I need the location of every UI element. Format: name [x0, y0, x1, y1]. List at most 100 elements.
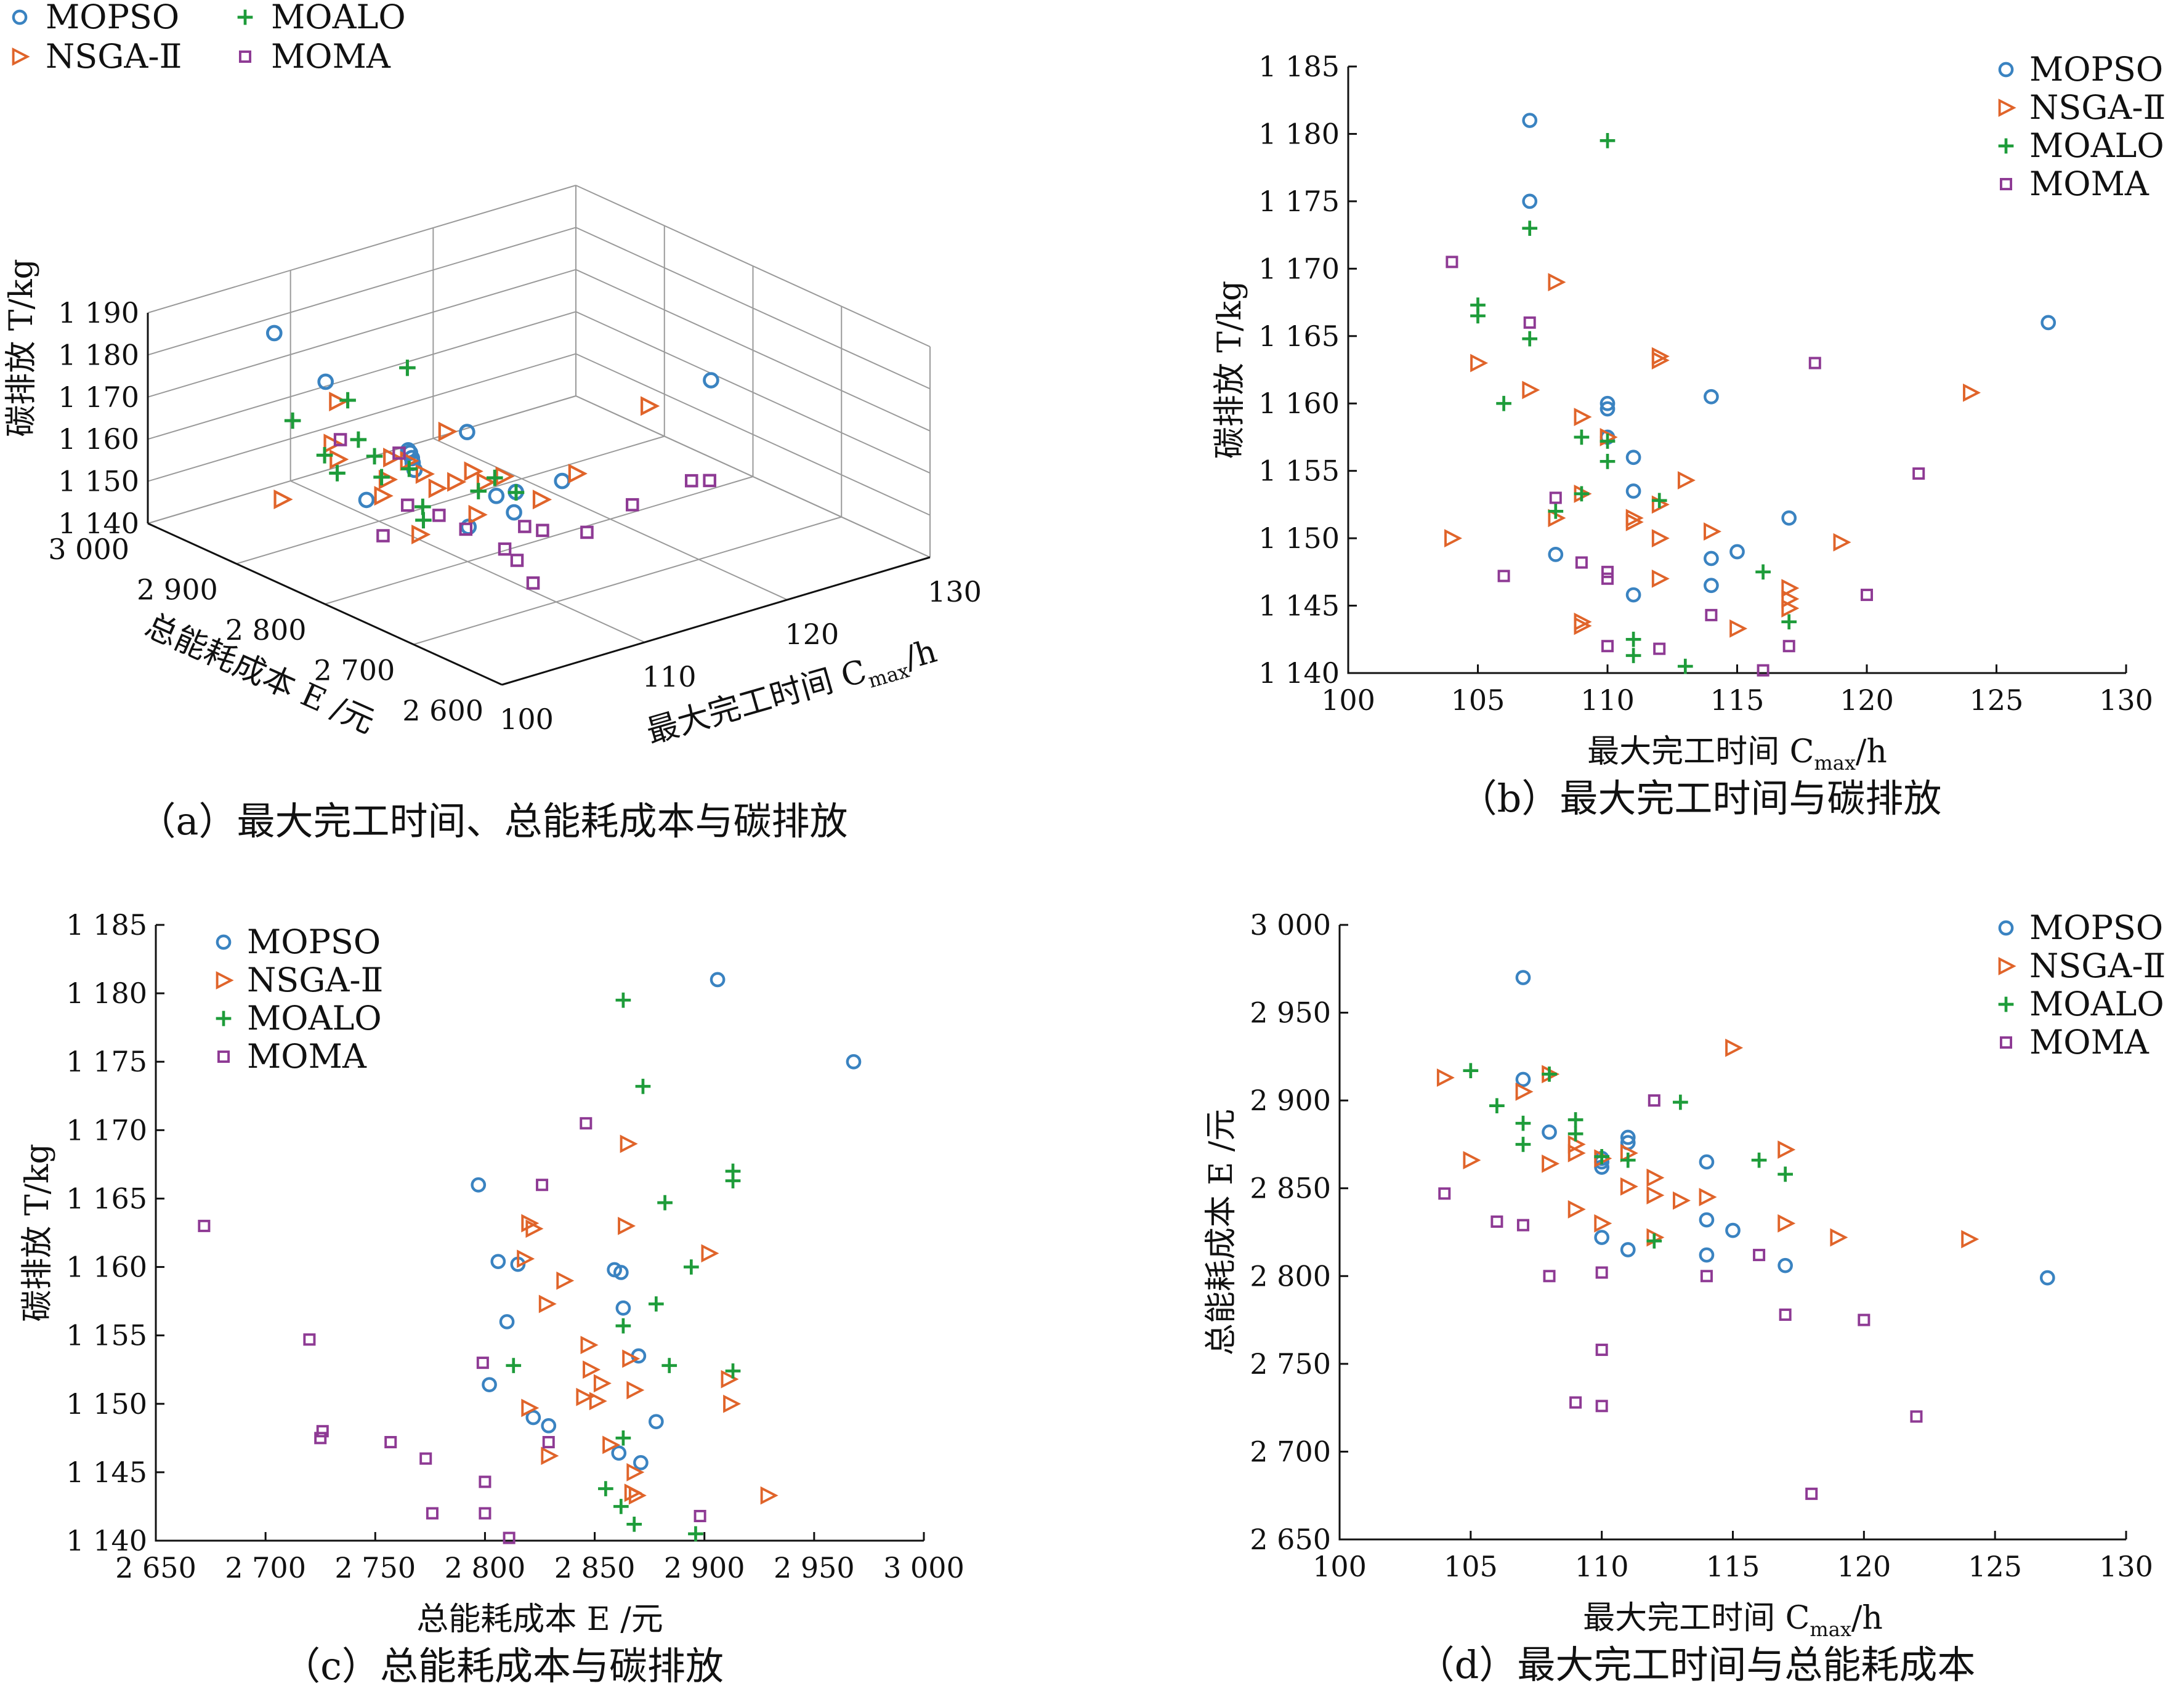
- data-point: [580, 1117, 593, 1130]
- series-MOMA: [1438, 1094, 1923, 1500]
- data-point: [499, 1314, 515, 1329]
- data-point: [314, 1432, 327, 1445]
- y-tick-label: 1 170: [1258, 252, 1340, 285]
- data-point: [488, 488, 505, 504]
- data-point: [1600, 401, 1616, 417]
- data-point: [1515, 1137, 1531, 1152]
- data-point: [721, 1369, 739, 1389]
- data-point: [633, 1454, 649, 1470]
- data-point: [383, 448, 403, 468]
- grid-line: [413, 516, 842, 645]
- y-tick-label: 1 145: [1258, 589, 1340, 623]
- data-point: [1522, 113, 1538, 128]
- data-point: [479, 1507, 491, 1520]
- data-point: [1673, 1094, 1688, 1110]
- data-point: [316, 446, 333, 464]
- data-point: [1548, 547, 1564, 562]
- data-point: [1523, 316, 1536, 329]
- data-point: [1625, 483, 1641, 499]
- x-tick-label: 2 700: [225, 1551, 306, 1584]
- data-point: [1496, 395, 1511, 411]
- x-axis-label: 最大完工时间 Cmax/h: [1583, 1600, 1883, 1641]
- data-point: [273, 489, 293, 510]
- data-point: [1858, 1313, 1871, 1326]
- data-point: [468, 504, 488, 525]
- data-point: [723, 1394, 742, 1413]
- data-point: [602, 1435, 621, 1454]
- z-tick-label: 1 170: [58, 381, 139, 414]
- data-point: [1677, 658, 1693, 674]
- data-point: [648, 1414, 664, 1430]
- series-MOPSO: [471, 972, 862, 1470]
- data-point: [1569, 1396, 1582, 1409]
- data-point: [1543, 1270, 1556, 1283]
- data-point: [1601, 565, 1614, 578]
- data-point: [1699, 1247, 1715, 1263]
- data-point: [1699, 1188, 1717, 1206]
- data-point: [1548, 503, 1564, 519]
- data-point: [1497, 570, 1510, 583]
- z-tick-label: 1 140: [58, 507, 139, 540]
- data-point: [329, 392, 349, 412]
- y-tick-label: 2 750: [1250, 1347, 1331, 1381]
- data-point: [1781, 614, 1797, 630]
- grid-line: [236, 435, 665, 565]
- data-point: [470, 483, 487, 499]
- data-point: [1542, 1124, 1557, 1140]
- y-axis-label: 碳排放 T/kg: [1211, 281, 1248, 459]
- data-point: [536, 1179, 549, 1192]
- data-point: [1753, 1249, 1766, 1262]
- data-point: [626, 1516, 642, 1532]
- data-point: [1625, 512, 1644, 531]
- data-point: [648, 1296, 664, 1312]
- y-tick-label: 1 145: [66, 1456, 147, 1489]
- data-point: [532, 490, 552, 510]
- y-tick-label: 1 155: [66, 1319, 147, 1352]
- legend-label: NSGA-Ⅱ: [2029, 88, 2166, 127]
- legend-marker-b-2: [1998, 138, 2014, 154]
- data-point: [620, 1134, 638, 1153]
- data-point: [1677, 471, 1696, 490]
- series-MOPSO: [1522, 113, 2057, 603]
- data-point: [556, 1271, 575, 1290]
- data-point: [1651, 529, 1670, 548]
- data-point: [1755, 564, 1771, 580]
- data-point: [1567, 1200, 1586, 1219]
- data-point: [419, 1452, 432, 1465]
- data-point: [471, 1177, 487, 1193]
- x-tick-label: 125: [1968, 1550, 2022, 1583]
- x-tick-label: 2 750: [334, 1551, 416, 1584]
- legend-marker-a-1: [12, 47, 30, 66]
- data-point: [1574, 429, 1590, 445]
- data-point: [486, 469, 503, 486]
- data-point: [1489, 1098, 1505, 1114]
- grid-line: [147, 185, 576, 313]
- x-tick-label: 110: [642, 660, 697, 693]
- x-axis-label: 最大完工时间 Cmax/h: [642, 633, 942, 756]
- legend-label: MOALO: [247, 999, 382, 1038]
- data-point: [1515, 1115, 1531, 1131]
- data-point: [508, 484, 525, 501]
- data-point: [1779, 1309, 1792, 1321]
- data-point: [517, 1249, 535, 1268]
- x-tick-label: 110: [1580, 684, 1635, 717]
- data-point: [1778, 1257, 1793, 1273]
- y-tick-label: 1 165: [1258, 320, 1340, 353]
- legend-marker-d-3: [1999, 1036, 2013, 1049]
- data-point: [688, 1526, 703, 1542]
- legend-label: NSGA-Ⅱ: [247, 961, 383, 999]
- x-tick-label: 110: [1575, 1550, 1629, 1583]
- data-point: [1620, 1152, 1636, 1168]
- data-point: [1567, 1143, 1586, 1163]
- data-point: [1444, 529, 1463, 548]
- data-point: [376, 529, 390, 542]
- z-tick-label: 1 190: [58, 296, 139, 329]
- data-point: [495, 466, 515, 486]
- x-tick-label: 130: [2099, 684, 2153, 717]
- data-point: [373, 469, 390, 486]
- grid-line: [575, 227, 931, 390]
- data-point: [541, 1446, 559, 1466]
- y-tick-label: 1 160: [1258, 387, 1340, 420]
- data-point: [525, 1219, 544, 1238]
